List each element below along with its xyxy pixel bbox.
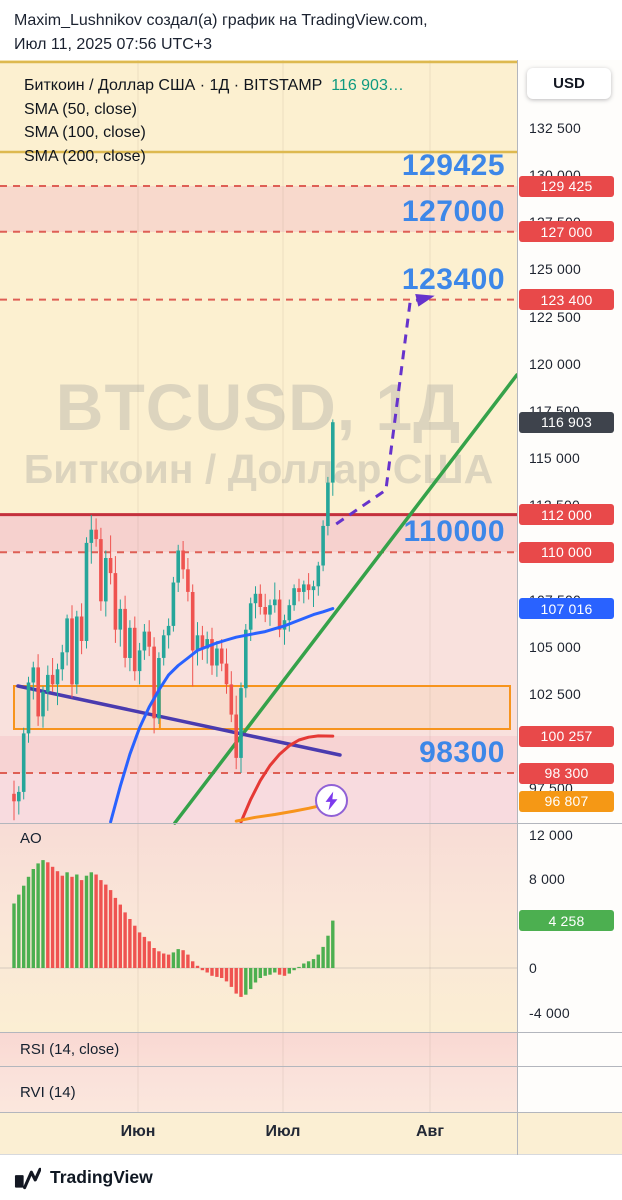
rsi-panel-label[interactable]: RSI (14, close) <box>20 1041 120 1058</box>
legend: Биткоин / Доллар США · 1Д · BITSTAMP 116… <box>24 74 404 168</box>
month-label-jul: Июл <box>265 1123 301 1140</box>
pane-separator[interactable] <box>0 1032 622 1033</box>
share-header-line1: Maxim_Lushnikov создал(а) график на Trad… <box>14 12 428 29</box>
rvi-panel-label[interactable]: RVI (14) <box>20 1084 76 1101</box>
month-label-aug: Авг <box>415 1123 445 1140</box>
month-label-jun: Июн <box>120 1123 156 1140</box>
share-header-line2: Июл 11, 2025 07:56 UTC+3 <box>14 36 213 53</box>
lightning-icon[interactable] <box>315 784 348 817</box>
legend-symbol-row[interactable]: Биткоин / Доллар США · 1Д · BITSTAMP 116… <box>24 74 404 98</box>
axis-separator <box>517 60 518 1155</box>
bg-band <box>0 773 517 823</box>
bg-band <box>0 552 517 736</box>
pane-separator[interactable] <box>0 823 622 824</box>
legend-indicator-sma200[interactable]: SMA (200, close) <box>24 147 146 165</box>
bg-zone-100257-98300 <box>0 736 517 773</box>
pane-separator[interactable] <box>0 1066 622 1067</box>
tradingview-logo[interactable] <box>14 1166 41 1190</box>
bg-band <box>0 232 517 515</box>
ao-panel[interactable] <box>0 823 517 1032</box>
rvi-panel[interactable] <box>0 1066 517 1112</box>
tradingview-brand[interactable]: TradingView <box>50 1167 153 1187</box>
ao-panel-label[interactable]: AO <box>20 830 42 847</box>
currency-button[interactable]: USD <box>527 68 611 99</box>
legend-symbol-title: Биткоин / Доллар США · 1Д · BITSTAMP <box>24 77 323 94</box>
time-axis[interactable]: Июн Июл Авг <box>0 1112 622 1155</box>
bg-zone-112000-110000 <box>0 515 517 552</box>
pane-separator <box>0 1112 622 1113</box>
bg-zone-129425-127000 <box>0 186 517 232</box>
footer: TradingView <box>0 1155 622 1200</box>
share-header: Maxim_Lushnikov создал(а) график на Trad… <box>0 0 622 60</box>
footer-separator <box>0 1154 622 1155</box>
legend-indicator-sma50[interactable]: SMA (50, close) <box>24 100 137 118</box>
legend-last-value: 116 903… <box>331 77 404 94</box>
lightning-bolt-icon <box>325 791 338 810</box>
bg-band <box>0 60 517 186</box>
rsi-panel[interactable] <box>0 1032 517 1066</box>
legend-indicator-sma100[interactable]: SMA (100, close) <box>24 124 146 141</box>
price-axis[interactable] <box>517 60 622 1112</box>
